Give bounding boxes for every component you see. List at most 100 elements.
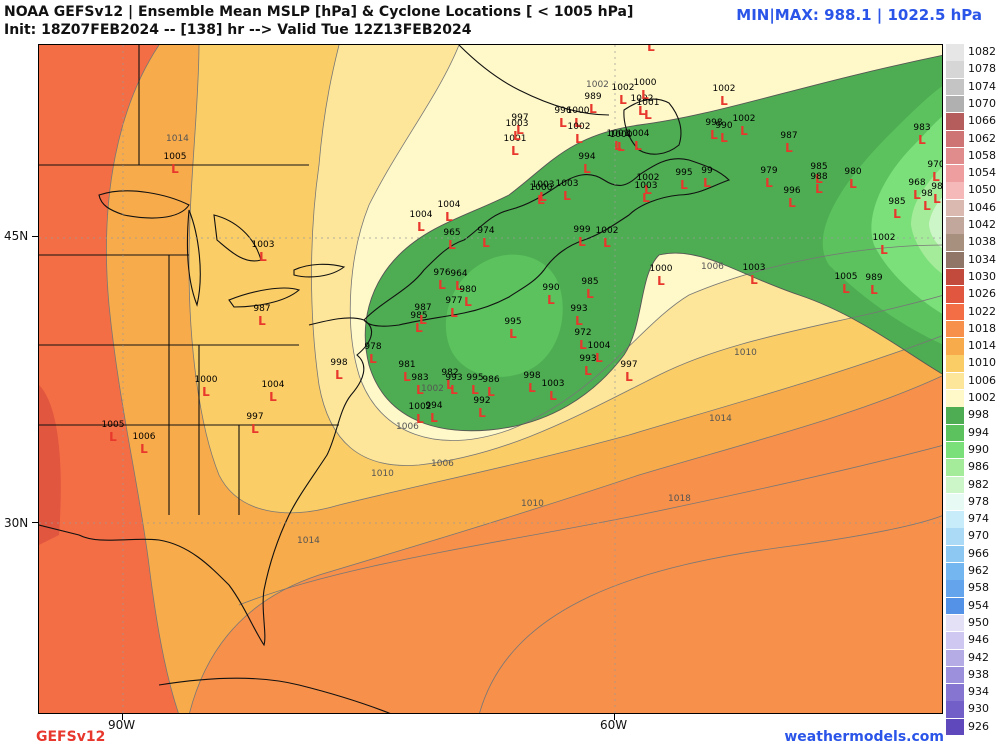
cyclone-low-marker: L [574, 116, 582, 130]
pressure-colorbar: 1082 1078 1074 1070 1066 1062 1058 1054 1050 1046… [946, 44, 1000, 736]
cyclone-low-marker: L [647, 45, 655, 54]
colorbar-label: 1070 [968, 96, 996, 110]
cyclone-pressure-value: 980 [844, 167, 861, 177]
colorbar-swatch [946, 130, 964, 148]
cyclone-low-marker: L [335, 368, 343, 382]
colorbar-level: 1038 [946, 234, 1000, 251]
cyclone-low-marker: L [528, 381, 536, 395]
cyclone-pressure-value: 1004 [410, 210, 433, 220]
cyclone-low-marker: L [109, 430, 117, 444]
cyclone-low-marker: L [644, 183, 652, 197]
cyclone-low-marker: L [450, 306, 458, 320]
isobar-label: 1014 [166, 134, 189, 144]
pressure-map: 1014 1006 1002 1010 1014 1010 1006 1018 1014 1002… [38, 44, 943, 714]
colorbar-swatch [946, 268, 964, 286]
coastlines [39, 45, 731, 713]
cyclone-pressure-value: 999 [573, 225, 590, 235]
isobar-label: 1002 [421, 384, 444, 394]
cyclone-low-marker: L [438, 278, 446, 292]
colorbar-swatch [946, 61, 964, 78]
colorbar-level: 998 [946, 407, 1000, 424]
cyclone-low-marker: L [720, 94, 728, 108]
cyclone-low-marker: L [595, 351, 603, 365]
cyclone-pressure-value: 1005 [835, 272, 858, 282]
colorbar-label: 1014 [968, 339, 996, 353]
cyclone-low-marker: L [478, 406, 486, 420]
cyclone-low-marker: L [619, 93, 627, 107]
model-label: GEFSv12 [36, 729, 106, 745]
cyclone-low-marker: L [430, 411, 438, 425]
band-994-west [445, 254, 563, 377]
cyclone-pressure-value: 98 [931, 182, 943, 192]
isobar-label: 1010 [371, 469, 394, 479]
cyclone-pressure-value: 977 [445, 296, 462, 306]
colorbar-label: 1030 [968, 269, 996, 283]
colorbar-label: 926 [968, 719, 989, 733]
colorbar-level: 990 [946, 441, 1000, 459]
colorbar-swatch [946, 390, 964, 407]
colorbar-label: 1078 [968, 62, 996, 76]
cyclone-pressure-value: 1001 [637, 98, 660, 108]
band-1022-west [39, 45, 179, 713]
cyclone-low-marker: L [750, 273, 758, 287]
cyclone-low-marker: L [419, 313, 427, 327]
colorbar-level: 1046 [946, 199, 1000, 217]
cyclone-low-marker: L [918, 133, 926, 147]
cyclone-low-marker: L [765, 176, 773, 190]
cyclone-low-marker: L [578, 235, 586, 249]
isobar-label: 1010 [734, 348, 757, 358]
colorbar-label: 998 [968, 408, 989, 422]
cyclone-pressure-value: 1003 [542, 379, 565, 389]
colorbar-swatch [946, 459, 964, 476]
cyclone-low-marker: L [870, 283, 878, 297]
cyclone-pressure-value: 970 [927, 160, 943, 170]
colorbar-swatch [946, 165, 964, 182]
cyclone-pressure-value: 990 [715, 121, 732, 131]
cyclone-pressure-value: 1001 [504, 134, 527, 144]
cyclone-pressure-value: 1001 [607, 129, 630, 139]
cyclone-pressure-value: 1004 [262, 380, 285, 390]
cyclone-low-marker: L [559, 116, 567, 130]
cyclone-low-marker: L [788, 196, 796, 210]
colorbar-swatch [946, 95, 964, 113]
graticule [39, 45, 942, 713]
isobars [106, 45, 942, 713]
cyclone-pressure-value: 1002 [713, 84, 736, 94]
colorbar-label: 942 [968, 650, 989, 664]
cyclone-pressure-value: 998 [705, 118, 722, 128]
lon-tick-60 [614, 714, 615, 720]
cyclone-pressure-value: 976 [433, 268, 450, 278]
cyclone-low-marker: L [815, 182, 823, 196]
colorbar-label: 970 [968, 529, 989, 543]
colorbar-swatch [946, 718, 964, 736]
colorbar-swatch [946, 44, 964, 61]
cyclone-pressure-value: 987 [253, 304, 270, 314]
cyclone-pressure-value: 1006 [133, 432, 156, 442]
colorbar-level: 938 [946, 666, 1000, 684]
cyclone-pressure-value: 1000 [530, 183, 553, 193]
cyclone-low-marker: L [471, 383, 479, 397]
cyclone-pressure-value: 1002 [733, 114, 756, 124]
isobar-label: 1006 [431, 459, 454, 469]
colorbar-level: 986 [946, 459, 1000, 476]
cyclone-low-marker: L [586, 287, 594, 301]
colorbar-level: 978 [946, 493, 1000, 511]
cyclone-pressure-value: 994 [578, 152, 595, 162]
cyclone-low-marker: L [710, 128, 718, 142]
cyclone-pressure-value: 1003 [556, 179, 579, 189]
cyclone-pressure-value: 1002 [568, 122, 591, 132]
colorbar-swatch [946, 580, 964, 597]
cyclone-low-marker: L [584, 364, 592, 378]
cyclone-low-marker: L [251, 422, 259, 436]
cyclone-pressure-value: 1003 [506, 119, 529, 129]
pressure-map-svg: 1014 1006 1002 1010 1014 1010 1006 1018 1014 1002… [39, 45, 943, 713]
cyclone-pressure-value: 981 [398, 360, 415, 370]
site-credit[interactable]: weathermodels.com [784, 729, 944, 745]
colorbar-label: 1018 [968, 321, 996, 335]
cyclone-low-marker: L [539, 190, 547, 204]
cyclone-low-marker: L [487, 385, 495, 399]
cyclone-pressure-value: 997 [511, 113, 528, 123]
band-986 [911, 167, 942, 274]
cyclone-low-marker: L [617, 140, 625, 154]
cyclone-pressure-value: 989 [584, 92, 601, 102]
